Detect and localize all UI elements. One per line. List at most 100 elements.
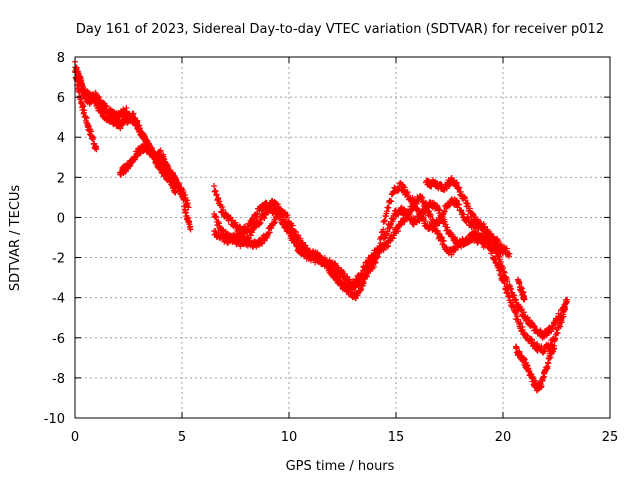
data-point [93, 146, 100, 153]
data-point [187, 226, 194, 233]
data-point [489, 248, 496, 255]
series-arc-8 [422, 174, 506, 253]
y-tick-label: 6 [57, 91, 65, 106]
data-point [380, 226, 387, 233]
data-point [441, 208, 448, 215]
series-arc-12 [514, 276, 528, 303]
data-point [521, 356, 528, 363]
x-tick-label: 0 [71, 430, 79, 445]
data-point [453, 197, 460, 204]
data-point [81, 107, 88, 114]
y-tick-label: 0 [57, 211, 65, 226]
data-point [518, 285, 525, 292]
data-point [256, 220, 263, 227]
data-point [411, 203, 418, 210]
series-arc-11 [512, 342, 558, 394]
data-point [254, 211, 261, 218]
data-point [562, 306, 569, 313]
data-point [355, 277, 362, 284]
data-point [292, 228, 299, 235]
data-point [506, 250, 513, 257]
data-point [500, 246, 506, 253]
axis-ticks: 0 5 10 15 20 25 -10 -8 -6 -4 -2 0 2 4 6 8 [44, 51, 619, 445]
data-point [524, 314, 531, 321]
y-tick-label: -10 [44, 412, 65, 427]
data-point [76, 73, 83, 80]
data-point [385, 204, 392, 211]
data-point [388, 198, 395, 205]
chart-title: Day 161 of 2023, Sidereal Day-to-day VTE… [76, 22, 604, 37]
series-arc-10 [487, 245, 569, 356]
data-point [215, 194, 222, 201]
data-point [442, 221, 449, 228]
data-point [79, 83, 86, 90]
data-point [497, 258, 504, 265]
y-tick-label: -2 [52, 252, 65, 267]
plot-frame [74, 56, 611, 419]
data-point [517, 319, 524, 326]
data-point [402, 216, 409, 223]
series-arc-7 [211, 192, 494, 295]
series-arc-9 [489, 236, 571, 341]
data-point [277, 213, 284, 220]
data-point [558, 319, 565, 326]
data-point [422, 200, 429, 207]
data-point [289, 222, 296, 229]
data-point [266, 229, 273, 236]
data-point [219, 203, 226, 210]
data-point [436, 207, 443, 214]
x-tick-label: 20 [495, 430, 512, 445]
data-point [554, 329, 561, 336]
data-point [545, 360, 552, 367]
data-point [521, 296, 528, 303]
y-axis-label: SDTVAR / TECUs [8, 185, 23, 292]
data-point [167, 174, 174, 181]
data-point [103, 103, 110, 110]
data-point [518, 306, 525, 313]
data-point [547, 354, 554, 361]
data-point [503, 283, 510, 290]
series-arc-1 [72, 68, 100, 153]
data-point [77, 94, 84, 101]
data-point [427, 212, 434, 219]
data-point [429, 216, 436, 223]
data-point [297, 235, 304, 242]
data-point [96, 94, 103, 101]
data-point [532, 379, 539, 386]
data-point [127, 162, 134, 169]
data-point [445, 177, 452, 184]
data-point [401, 184, 408, 191]
data-point [171, 182, 178, 189]
data-point [513, 344, 520, 351]
data-point [211, 183, 218, 190]
data-point [172, 188, 179, 195]
data-point [80, 86, 87, 93]
data-point [451, 234, 458, 241]
data-point [361, 265, 368, 272]
data-point [518, 284, 525, 291]
y-tick-label: 4 [57, 131, 65, 146]
data-point [143, 141, 150, 148]
y-tick-label: 8 [57, 51, 65, 66]
data-point [220, 206, 227, 213]
y-tick-label: -6 [52, 332, 65, 347]
data-point [328, 262, 335, 269]
data-point [456, 201, 463, 208]
y-tick-label: -4 [52, 292, 65, 307]
data-point [534, 340, 541, 347]
y-tick-label: 2 [57, 171, 65, 186]
x-tick-label: 5 [178, 430, 186, 445]
x-tick-label: 25 [602, 430, 619, 445]
data-point [501, 280, 508, 287]
data-point [321, 254, 328, 261]
data-point [410, 204, 417, 211]
data-point [506, 294, 513, 301]
data-point [453, 179, 460, 186]
data-point [564, 296, 571, 303]
data-point [80, 103, 87, 110]
data-point [395, 228, 402, 235]
data-point [560, 313, 567, 320]
data-point [551, 342, 558, 349]
